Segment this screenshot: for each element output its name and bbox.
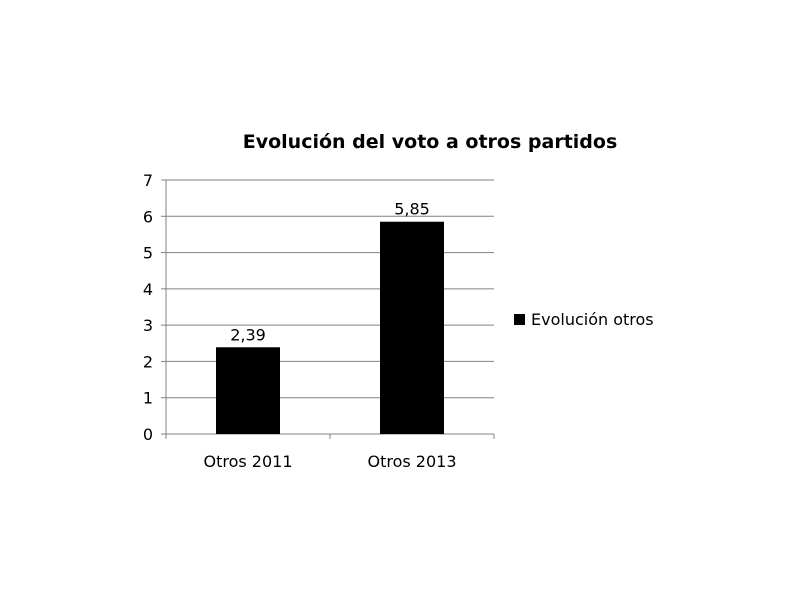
legend: Evolución otros [514,310,654,329]
y-tick-label: 6 [143,207,153,226]
y-tick-label: 4 [143,280,153,299]
x-tick-labels: Otros 2011 Otros 2013 [203,452,456,471]
data-label: 5,85 [394,200,430,219]
chart-title: Evolución del voto a otros partidos [242,131,618,153]
y-tick-label: 2 [143,352,153,371]
y-tick-labels: 0 1 2 3 4 5 6 7 [143,171,153,444]
bar [380,221,444,434]
axes [165,180,495,439]
data-labels: 2,39 5,85 [230,200,430,345]
y-tick-label: 1 [143,389,153,408]
x-tick-label: Otros 2013 [367,452,456,471]
legend-swatch [514,314,525,325]
bar [216,347,280,434]
gridlines [161,179,494,435]
bars [216,221,444,434]
y-tick-label: 7 [143,171,153,190]
x-tick-label: Otros 2011 [203,452,292,471]
data-label: 2,39 [230,325,266,344]
y-tick-label: 0 [143,425,153,444]
y-tick-label: 3 [143,316,153,335]
y-tick-label: 5 [143,244,153,263]
legend-label: Evolución otros [531,310,654,329]
